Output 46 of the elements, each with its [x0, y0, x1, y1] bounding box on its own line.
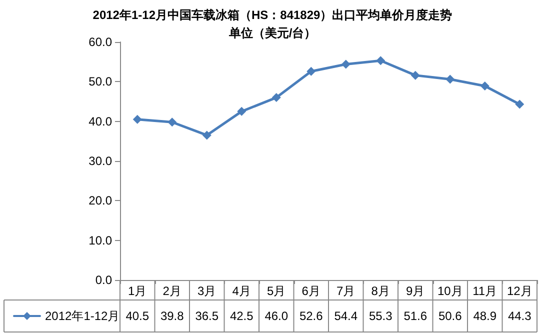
data-label: 39.8 — [160, 309, 184, 323]
x-tick-label: 8月 — [371, 284, 390, 298]
x-tick-label: 6月 — [302, 284, 320, 298]
x-tick-label: 9月 — [406, 284, 425, 298]
x-tick-label: 2月 — [162, 284, 182, 298]
y-tick-label: 60.0 — [88, 35, 112, 49]
point — [341, 60, 350, 69]
data-label: 51.6 — [404, 309, 428, 323]
x-tick-label: 3月 — [198, 284, 216, 298]
y-tick-label: 0.0 — [95, 273, 112, 287]
point — [306, 66, 316, 76]
legend-label: 2012年1-12月 — [45, 309, 120, 323]
point — [446, 74, 455, 84]
chart-title: 2012年1-12月中国车载冰箱（HS：841829）出口平均单价月度走势 — [92, 8, 452, 22]
x-tick-label: 10月 — [437, 284, 463, 298]
point — [237, 106, 246, 116]
y-tick-label: 10.0 — [88, 233, 112, 248]
data-label: 36.5 — [195, 309, 219, 323]
y-tick-label: 30.0 — [88, 154, 112, 168]
data-label: 46.0 — [264, 309, 288, 323]
point — [202, 130, 212, 140]
data-label: 44.3 — [508, 309, 532, 323]
point — [272, 93, 281, 102]
data-label: 42.5 — [230, 309, 254, 323]
x-tick-label: 5月 — [267, 284, 286, 298]
x-tick-label: 12月 — [506, 284, 532, 298]
chart-subtitle: 单位（美元/台） — [228, 26, 316, 40]
y-tick-label: 40.0 — [88, 114, 112, 128]
x-tick-label: 7月 — [336, 284, 356, 298]
x-tick-label: 4月 — [232, 284, 251, 298]
data-label: 54.4 — [334, 309, 358, 323]
x-tick-label: 11月 — [472, 284, 498, 298]
point — [376, 56, 386, 66]
point — [515, 100, 524, 109]
point — [168, 118, 177, 127]
y-tick-label: 20.0 — [88, 194, 112, 208]
data-label: 52.6 — [299, 309, 324, 323]
point — [480, 82, 490, 91]
x-tick-label: 1月 — [128, 284, 147, 298]
data-label: 48.9 — [473, 309, 497, 323]
point — [132, 114, 142, 124]
y-tick-label: 50.0 — [88, 74, 112, 89]
data-label: 50.6 — [438, 309, 462, 323]
point — [410, 70, 420, 80]
data-label: 40.5 — [126, 309, 150, 323]
data-label: 55.3 — [368, 309, 393, 323]
